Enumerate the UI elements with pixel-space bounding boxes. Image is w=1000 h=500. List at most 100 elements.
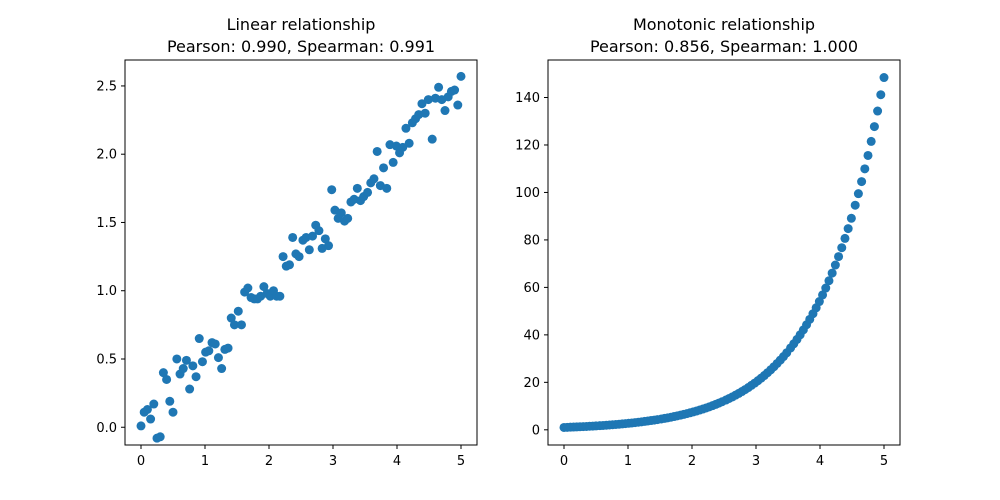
y-tick-label: 100	[515, 186, 540, 201]
scatter-point	[213, 353, 223, 363]
scatter-point	[372, 146, 382, 156]
axes-frame	[547, 59, 901, 446]
x-tick-label: 3	[752, 454, 760, 469]
y-tick-label: 2.0	[96, 148, 117, 163]
scatter-point	[352, 183, 362, 193]
y-tick-label: 0	[532, 423, 540, 438]
y-axis-ticks: 0 20 40 60 80 100 120 140	[515, 91, 548, 438]
scatter-point	[168, 407, 178, 417]
scatter-point	[278, 252, 288, 262]
scatter-points	[559, 73, 889, 432]
scatter-point	[294, 252, 304, 262]
scatter-point	[194, 334, 204, 344]
scatter-point	[879, 73, 889, 83]
scatter-point	[837, 243, 847, 253]
y-tick-label: 0.0	[96, 421, 117, 436]
scatter-point	[853, 189, 863, 199]
y-tick-label: 80	[523, 233, 540, 248]
scatter-point	[308, 231, 318, 241]
scatter-point	[204, 346, 214, 356]
scatter-point	[327, 185, 337, 195]
scatter-point	[840, 233, 850, 243]
y-tick-label: 40	[523, 328, 540, 343]
scatter-point	[288, 232, 298, 242]
scatter-point	[142, 405, 152, 414]
x-tick-label: 3	[329, 454, 337, 469]
scatter-point	[827, 268, 837, 278]
scatter-point	[223, 343, 233, 353]
scatter-point	[860, 164, 870, 174]
scatter-point	[857, 177, 867, 187]
scatter-point	[304, 245, 314, 255]
y-tick-label: 120	[515, 138, 540, 153]
scatter-point	[136, 421, 146, 431]
y-tick-label: 2.5	[96, 79, 117, 94]
y-tick-label: 1.5	[96, 216, 117, 231]
scatter-point	[158, 368, 168, 378]
y-tick-label: 60	[523, 281, 540, 296]
x-axis-ticks: 0 1 2 3 4 5	[560, 445, 888, 469]
scatter-point	[846, 213, 856, 223]
scatter-point	[401, 123, 411, 133]
scatter-point	[363, 187, 373, 197]
x-tick-label: 0	[137, 454, 145, 469]
scatter-point	[379, 163, 389, 173]
scatter-point	[172, 354, 182, 364]
x-axis-ticks: 0 1 2 3 4 5	[137, 445, 465, 469]
scatter-point	[226, 313, 236, 323]
scatter-point	[320, 234, 330, 244]
axes-frame	[124, 59, 478, 446]
scatter-point	[243, 283, 253, 293]
scatter-point	[873, 106, 883, 116]
chart-title-line1: Linear relationship	[227, 15, 376, 34]
scatter-point	[434, 82, 444, 92]
chart-title-line1: Monotonic relationship	[633, 15, 815, 34]
scatter-point	[863, 150, 873, 160]
scatter-point	[191, 372, 201, 382]
scatter-point	[866, 136, 876, 146]
scatter-point	[275, 291, 285, 301]
scatter-point	[427, 134, 437, 144]
y-axis-ticks: 0.0 0.5 1.0 1.5 2.0 2.5	[96, 79, 125, 436]
x-tick-label: 5	[880, 454, 888, 469]
scatter-points	[136, 71, 466, 443]
scatter-point	[259, 282, 269, 292]
scatter-point	[850, 200, 860, 210]
x-tick-label: 2	[265, 454, 273, 469]
scatter-point	[821, 283, 831, 293]
x-tick-label: 4	[393, 454, 401, 469]
subplot-linear: Linear relationship Pearson: 0.990, Spea…	[96, 15, 478, 469]
scatter-point	[423, 95, 433, 105]
x-tick-label: 2	[688, 454, 696, 469]
subplot-monotonic: Monotonic relationship Pearson: 0.856, S…	[515, 15, 901, 469]
scatter-point	[162, 374, 172, 384]
chart-title-line2: Pearson: 0.856, Spearman: 1.000	[590, 37, 858, 56]
scatter-point	[843, 224, 853, 234]
scatter-point	[404, 138, 414, 148]
scatter-point	[869, 122, 879, 132]
x-tick-label: 0	[560, 454, 568, 469]
scatter-point	[233, 306, 243, 316]
scatter-point	[181, 355, 191, 365]
scatter-point	[818, 290, 828, 300]
scatter-point	[178, 364, 188, 374]
x-tick-label: 4	[816, 454, 824, 469]
scatter-point	[450, 85, 460, 95]
x-tick-label: 1	[624, 454, 632, 469]
x-tick-label: 1	[201, 454, 209, 469]
scatter-point	[876, 90, 886, 100]
scatter-point	[229, 320, 239, 330]
scatter-point	[398, 142, 408, 152]
scatter-point	[824, 276, 834, 286]
y-tick-label: 0.5	[96, 352, 117, 367]
scatter-point	[830, 260, 840, 270]
scatter-point	[324, 241, 334, 251]
scatter-point	[453, 100, 463, 110]
scatter-point	[382, 183, 392, 193]
scatter-point	[236, 320, 246, 330]
y-tick-label: 1.0	[96, 284, 117, 299]
scatter-point	[185, 384, 195, 394]
scatter-point	[440, 106, 450, 116]
